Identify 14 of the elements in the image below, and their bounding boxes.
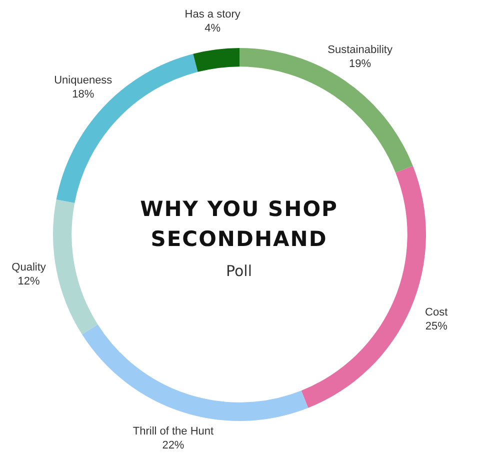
data-label: 18% <box>72 88 94 101</box>
text: WHY YOU SHOP SECONDHAND <box>139 196 339 253</box>
data-label: 4% <box>204 22 221 35</box>
slice-label: Thrill of the Hunt <box>132 426 214 438</box>
slice-label: Quality <box>12 262 46 274</box>
data-label: 22% <box>162 440 184 452</box>
slice-label: Cost <box>425 306 448 319</box>
slice-label: Sustainability <box>328 44 393 56</box>
slice-label: Has a story <box>184 8 241 21</box>
data-label: 25% <box>425 320 448 333</box>
data-label: 12% <box>18 276 40 288</box>
slice-label: Uniqueness <box>54 74 113 87</box>
text: Poll <box>224 262 254 280</box>
data-label: 19% <box>349 58 372 70</box>
